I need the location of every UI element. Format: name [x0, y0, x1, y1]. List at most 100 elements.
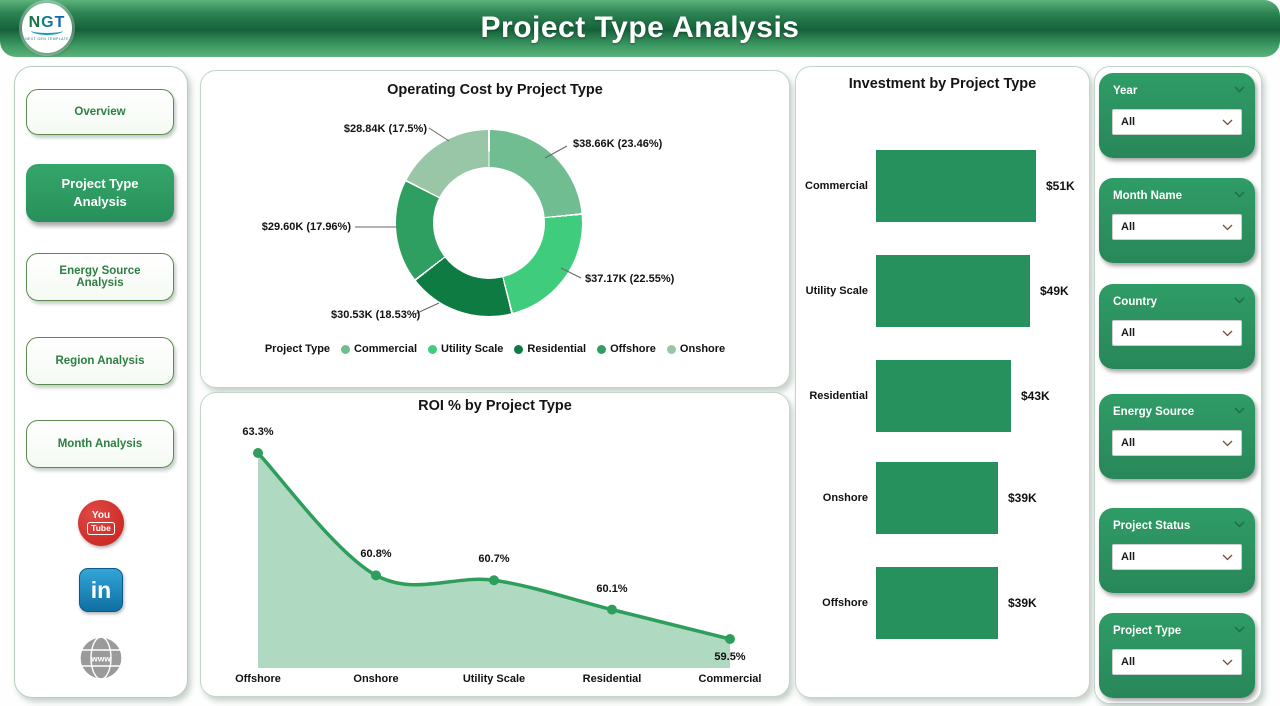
- legend-item-commercial[interactable]: Commercial: [341, 343, 417, 355]
- filter-card-energy-source: Energy Source All: [1099, 394, 1255, 479]
- bar-row-offshore: Offshore $39K: [796, 567, 1089, 639]
- bar-category-label: Residential: [809, 390, 868, 402]
- sidebar-item-energy-source-analysis[interactable]: Energy Source Analysis: [26, 253, 174, 301]
- filter-label: Year: [1113, 85, 1138, 97]
- filter-label: Project Type: [1113, 625, 1182, 637]
- roi-data-label: 60.1%: [596, 582, 628, 595]
- youtube-icon[interactable]: You Tube: [78, 500, 124, 546]
- filter-card-project-status: Project Status All: [1099, 508, 1255, 593]
- svg-text:www: www: [90, 654, 111, 664]
- roi-chart-title: ROI % by Project Type: [418, 398, 572, 414]
- donut-data-label: $28.84K (17.5%): [343, 123, 427, 135]
- roi-data-label: 63.3%: [242, 426, 274, 438]
- sidebar-item-region-analysis[interactable]: Region Analysis: [26, 337, 174, 385]
- filter-card-year: Year All: [1099, 73, 1255, 158]
- chevron-down-icon[interactable]: [1234, 86, 1245, 93]
- legend-label: Offshore: [610, 343, 656, 355]
- legend-label: Commercial: [354, 343, 418, 355]
- roi-axis-label: Residential: [582, 673, 642, 685]
- roi-axis-label: Commercial: [698, 673, 762, 685]
- bar-value-label: $39K: [1008, 596, 1037, 610]
- bar-value-label: $49K: [1040, 284, 1069, 298]
- country-dropdown[interactable]: All: [1112, 320, 1242, 346]
- dropdown-value: All: [1121, 221, 1136, 233]
- donut-chart-card: Operating Cost by Project Type $38.66K (…: [200, 70, 790, 388]
- legend-item-residential[interactable]: Residential: [514, 343, 586, 355]
- logo-subtext: NEXT GEN TEMPLATE: [25, 37, 69, 41]
- legend-item-offshore[interactable]: Offshore: [597, 343, 656, 355]
- filter-card-country: Country All: [1099, 284, 1255, 369]
- chevron-down-icon: [1222, 440, 1233, 446]
- legend-label: Onshore: [679, 343, 726, 355]
- chevron-down-icon: [1222, 330, 1233, 336]
- sidebar-item-overview[interactable]: Overview: [26, 89, 174, 135]
- sidebar-item-project-type-analysis[interactable]: Project Type Analysis: [26, 164, 174, 222]
- filter-label: Project Status: [1113, 520, 1191, 532]
- roi-data-label: 60.8%: [360, 548, 392, 561]
- globe-graphic: www: [79, 636, 123, 680]
- legend-item-onshore[interactable]: Onshore: [666, 343, 726, 355]
- bar-category-label: Utility Scale: [805, 285, 868, 297]
- bar-chart-title: Investment by Project Type: [848, 76, 1037, 92]
- bar-value-label: $43K: [1021, 389, 1050, 403]
- bar-offshore[interactable]: [876, 567, 998, 639]
- legend-dot-icon: [666, 344, 676, 354]
- filter-sidebar: Year All Month Name All Country All En: [1094, 66, 1262, 704]
- donut-hole: [433, 167, 545, 279]
- bar-onshore[interactable]: [876, 462, 998, 534]
- dropdown-value: All: [1121, 656, 1136, 668]
- chevron-down-icon: [1222, 224, 1233, 230]
- bar-commercial[interactable]: [876, 150, 1036, 222]
- year-dropdown[interactable]: All: [1112, 109, 1242, 135]
- page-title: Project Type Analysis: [480, 11, 800, 44]
- bar-row-onshore: Onshore $39K: [796, 462, 1089, 534]
- legend-label: Utility Scale: [441, 343, 504, 355]
- project-type-dropdown[interactable]: All: [1112, 649, 1242, 675]
- bar-chart-card: Investment by Project Type Commercial $5…: [795, 66, 1090, 698]
- legend-dot-icon: [428, 344, 438, 354]
- donut-legend: Project Type Commercial Utility Scale Re…: [201, 343, 789, 355]
- project-status-dropdown[interactable]: All: [1112, 544, 1242, 570]
- donut-data-label: $38.66K (23.46%): [573, 138, 663, 150]
- chevron-down-icon: [1222, 119, 1233, 125]
- youtube-text: You: [91, 509, 111, 521]
- bar-row-utility-scale: Utility Scale $49K: [796, 255, 1089, 327]
- roi-area-chart[interactable]: [201, 393, 789, 696]
- bar-category-label: Onshore: [822, 492, 868, 504]
- legend-label: Residential: [527, 343, 587, 355]
- bar-utility-scale[interactable]: [876, 255, 1030, 327]
- linkedin-icon[interactable]: in: [79, 568, 123, 612]
- donut-chart-title: Operating Cost by Project Type: [387, 82, 603, 98]
- legend-item-utility-scale[interactable]: Utility Scale: [428, 343, 503, 355]
- filter-label: Country: [1113, 296, 1158, 308]
- roi-chart-card: ROI % by Project Type 63.3% 60.8% 60.7% …: [200, 392, 790, 697]
- dropdown-value: All: [1121, 551, 1136, 563]
- legend-dot-icon: [341, 344, 351, 354]
- energy-source-dropdown[interactable]: All: [1112, 430, 1242, 456]
- roi-axis-label: Utility Scale: [462, 673, 526, 685]
- chevron-down-icon[interactable]: [1234, 407, 1245, 414]
- filter-label: Energy Source: [1113, 406, 1195, 418]
- bar-residential[interactable]: [876, 360, 1011, 432]
- dropdown-value: All: [1121, 327, 1136, 339]
- chevron-down-icon[interactable]: [1234, 626, 1245, 633]
- logo-swoosh-icon: [31, 26, 63, 35]
- month-name-dropdown[interactable]: All: [1112, 214, 1242, 240]
- youtube-text2: Tube: [87, 521, 115, 536]
- chevron-down-icon[interactable]: [1234, 191, 1245, 198]
- bar-value-label: $39K: [1008, 491, 1037, 505]
- sidebar-item-month-analysis[interactable]: Month Analysis: [26, 420, 174, 468]
- brand-logo: NGT NEXT GEN TEMPLATE: [22, 3, 72, 53]
- legend-dot-icon: [597, 344, 607, 354]
- website-globe-icon[interactable]: www: [78, 635, 124, 681]
- roi-data-label: 60.7%: [478, 553, 510, 566]
- donut-chart[interactable]: [396, 130, 582, 316]
- chevron-down-icon: [1222, 554, 1233, 560]
- chevron-down-icon: [1222, 659, 1233, 665]
- donut-data-label: $37.17K (22.55%): [585, 273, 675, 285]
- chevron-down-icon[interactable]: [1234, 297, 1245, 304]
- nav-sidebar: Overview Project Type Analysis Energy So…: [14, 66, 188, 698]
- chevron-down-icon[interactable]: [1234, 521, 1245, 528]
- bar-row-residential: Residential $43K: [796, 360, 1089, 432]
